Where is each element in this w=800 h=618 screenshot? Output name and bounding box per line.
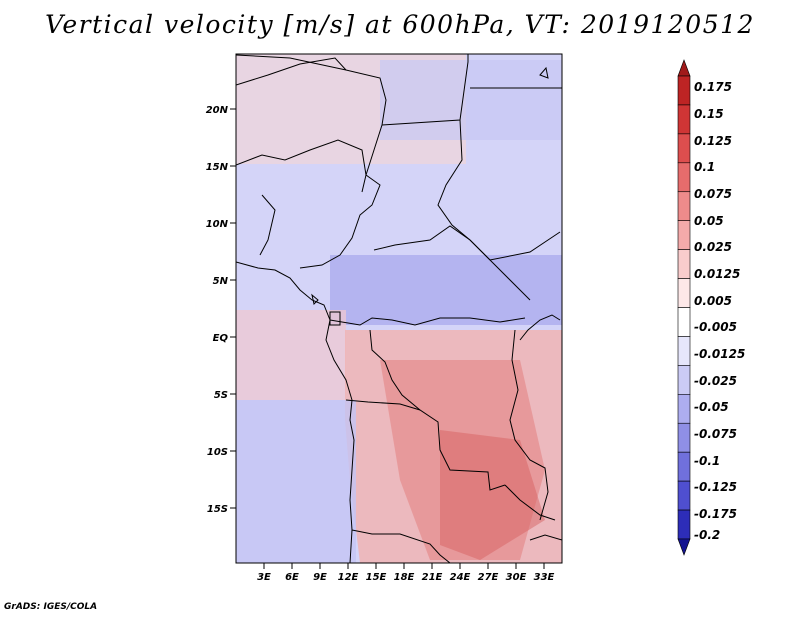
- border-congo-drc: [369, 329, 421, 411]
- border-car: [373, 225, 531, 301]
- colorbar-cell: [677, 422, 691, 453]
- border-nw: [236, 57, 347, 86]
- island-bioko: [311, 293, 319, 305]
- lat-label: 20N: [206, 105, 229, 116]
- colorbar-label: -0.125: [694, 480, 737, 494]
- border-zimbabwe: [529, 534, 562, 541]
- colorbar-labels: 0.175 0.15 0.125 0.1 0.075 0.05 0.025 0.…: [694, 80, 745, 542]
- lat-label: 5N: [213, 276, 229, 287]
- colorbar-label: 0.005: [694, 294, 732, 308]
- field-south-atlantic-blue: [236, 400, 356, 563]
- colorbar-label: 0.175: [694, 80, 732, 94]
- colorbar-label: -0.05: [694, 400, 729, 414]
- colorbar-label: -0.075: [694, 427, 737, 441]
- colorbar-label: 0.05: [694, 214, 724, 228]
- colorbar-cells: [677, 59, 691, 556]
- colorbar-cell: [677, 220, 691, 250]
- colorbar-label: 0.125: [694, 134, 732, 148]
- border-north-east: [381, 54, 469, 126]
- border-benin-togo: [259, 194, 276, 256]
- lon-axis: 3E 6E 9E 12E 15E 18E 21E 24E 27E 30E 33E: [257, 563, 555, 583]
- colorbar-label: 0.025: [694, 240, 732, 254]
- lat-label: EQ: [213, 333, 229, 344]
- lon-label: 24E: [450, 572, 471, 583]
- colorbar: 0.175 0.15 0.125 0.1 0.075 0.05 0.025 0.…: [677, 59, 745, 556]
- lon-label: 9E: [313, 572, 327, 583]
- colorbar-cell: [677, 278, 691, 308]
- map-panel: [236, 54, 562, 563]
- colorbar-cell: [677, 365, 691, 395]
- colorbar-cell: [677, 191, 691, 221]
- border-equatorial-guinea: [329, 311, 341, 326]
- lat-label: 10N: [206, 219, 229, 230]
- colorbar-cell: [677, 538, 691, 556]
- lat-label: 5S: [214, 390, 228, 401]
- border-angola-drc: [345, 399, 506, 491]
- grads-credit: GrADS: IGES/COLA: [4, 602, 98, 612]
- colorbar-label: -0.175: [694, 507, 737, 521]
- colorbar-label: 0.15: [694, 107, 724, 121]
- lat-label: 15S: [207, 504, 228, 515]
- colorbar-label: -0.025: [694, 374, 737, 388]
- map-title: Vertical velocity [m/s] at 600hPa, VT: 2…: [45, 10, 755, 39]
- lat-label: 15N: [206, 162, 229, 173]
- colorbar-label: -0.005: [694, 320, 737, 334]
- field-atlantic-mixed: [236, 310, 346, 400]
- border-congo-north: [329, 317, 526, 326]
- border-zambia: [504, 484, 556, 521]
- colorbar-label: -0.2: [694, 528, 720, 542]
- lat-label: 10S: [207, 447, 228, 458]
- colorbar-cell: [677, 162, 691, 193]
- lon-label: 33E: [534, 572, 555, 583]
- field-ne-blue: [380, 60, 562, 140]
- colorbar-cell: [677, 75, 691, 106]
- colorbar-cell: [677, 59, 691, 77]
- colorbar-cell: [677, 249, 691, 279]
- coast-red-sea: [539, 66, 549, 79]
- border-north: [236, 54, 387, 193]
- lat-axis: 20N 15N 10N 5N EQ 5S 10S 15S: [206, 105, 236, 515]
- map-frame: [235, 53, 563, 564]
- colorbar-cell: [677, 480, 691, 511]
- colorbar-cell: [677, 104, 691, 135]
- border-uganda: [519, 314, 561, 341]
- lon-label: 21E: [422, 572, 443, 583]
- border-namibia: [351, 529, 451, 563]
- colorbar-cell: [677, 509, 691, 540]
- colorbar-cell: [677, 307, 691, 337]
- colorbar-cell: [677, 394, 691, 424]
- colorbar-label: -0.1: [694, 454, 720, 468]
- coastline-west: [236, 261, 355, 563]
- colorbar-cell: [677, 336, 691, 366]
- colorbar-label: 0.075: [694, 187, 732, 201]
- colorbar-cell: [677, 133, 691, 164]
- lon-label: 18E: [394, 572, 415, 583]
- field-south-strong-red: [440, 430, 545, 560]
- border-nigeria: [236, 139, 381, 269]
- coastlines: [236, 54, 562, 563]
- lon-label: 6E: [285, 572, 299, 583]
- border-chad-sudan: [437, 119, 561, 261]
- colorbar-cell: [677, 451, 691, 482]
- colorbar-label: 0.1: [694, 160, 715, 174]
- field-equatorial-blue: [330, 255, 562, 325]
- lon-label: 15E: [366, 572, 387, 583]
- field-congo-strong-red: [380, 360, 545, 560]
- lon-label: 3E: [257, 572, 271, 583]
- colorbar-label: 0.0125: [694, 267, 740, 281]
- colorbar-label: -0.0125: [694, 347, 745, 361]
- border-east-lakes: [509, 329, 549, 521]
- lon-label: 27E: [478, 572, 499, 583]
- lon-label: 30E: [506, 572, 527, 583]
- lon-label: 12E: [338, 572, 359, 583]
